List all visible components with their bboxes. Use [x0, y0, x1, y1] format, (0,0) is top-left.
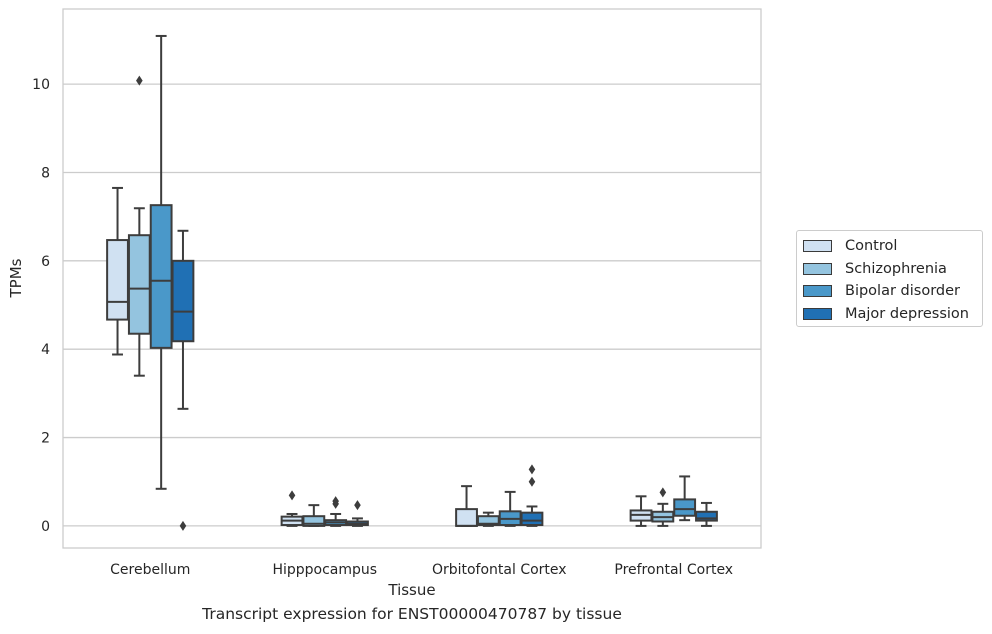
- outlier-point: [288, 490, 296, 501]
- y-tick-label: 8: [41, 165, 50, 181]
- legend-label: Schizophrenia: [845, 260, 947, 277]
- legend-item: Major depression: [803, 303, 982, 326]
- legend-swatch: [803, 307, 832, 320]
- y-tick-labels: 0 2 4 6 8 10: [32, 77, 50, 535]
- plot-frame: [62, 8, 762, 549]
- box-body: [673, 498, 697, 517]
- outlier-point: [354, 500, 361, 511]
- box-body: [171, 259, 195, 343]
- box-1-2: [476, 511, 500, 527]
- boxes: [106, 34, 718, 531]
- box-1-3: [651, 487, 675, 527]
- x-tick-label: Hipppocampus: [272, 562, 377, 578]
- legend-item: Bipolar disorder: [803, 280, 982, 303]
- outlier-point: [332, 496, 339, 507]
- x-tick-label: Orbitofontal Cortex: [432, 562, 567, 578]
- box-0-2: [455, 485, 478, 527]
- box-1-1: [302, 504, 326, 527]
- box-body: [520, 511, 544, 527]
- outlier-point: [528, 464, 536, 475]
- box-3-3: [695, 501, 718, 527]
- outlier-point: [136, 75, 143, 86]
- y-tick-label: 4: [41, 342, 50, 358]
- y-tick-label: 10: [32, 77, 50, 93]
- chart-caption: Transcript expression for ENST0000047078…: [202, 605, 622, 623]
- box-body: [106, 239, 129, 321]
- legend-label: Major depression: [845, 305, 969, 322]
- legend-swatch: [803, 240, 832, 253]
- x-tick-label: Cerebellum: [110, 562, 190, 578]
- legend-swatch: [803, 262, 832, 275]
- legend-item: Control: [803, 235, 982, 258]
- box-3-1: [346, 500, 369, 527]
- box-body: [149, 204, 173, 349]
- box-0-1: [280, 490, 304, 527]
- box-3-0: [171, 229, 195, 531]
- x-tick-label: Prefrontal Cortex: [614, 562, 733, 578]
- legend-label: Bipolar disorder: [845, 283, 960, 300]
- outlier-point: [179, 520, 187, 531]
- box-2-3: [673, 475, 697, 522]
- legend-item: Schizophrenia: [803, 258, 982, 281]
- x-tick-labels: Cerebellum Hipppocampus Orbitofontal Corte…: [110, 562, 733, 578]
- box-2-1: [324, 496, 348, 527]
- y-tick-label: 6: [41, 254, 50, 270]
- legend-swatch: [803, 285, 832, 298]
- legend: Control Schizophrenia Bipolar disorder Majo…: [796, 230, 983, 327]
- x-axis-label: Tissue: [387, 581, 435, 599]
- y-axis-label: TPMs: [7, 258, 25, 298]
- box-body: [127, 234, 151, 335]
- box-0-0: [106, 186, 129, 356]
- box-body: [695, 510, 718, 522]
- box-2-0: [149, 34, 173, 490]
- box-1-0: [127, 75, 151, 377]
- y-tick-label: 0: [41, 519, 50, 535]
- legend-label: Control: [845, 238, 898, 255]
- outlier-point: [528, 476, 536, 487]
- y-tick-label: 2: [41, 431, 50, 447]
- outlier-point: [659, 487, 667, 498]
- box-3-2: [520, 464, 544, 527]
- box-0-3: [629, 495, 653, 527]
- box-2-2: [498, 490, 522, 527]
- box-body: [455, 508, 478, 527]
